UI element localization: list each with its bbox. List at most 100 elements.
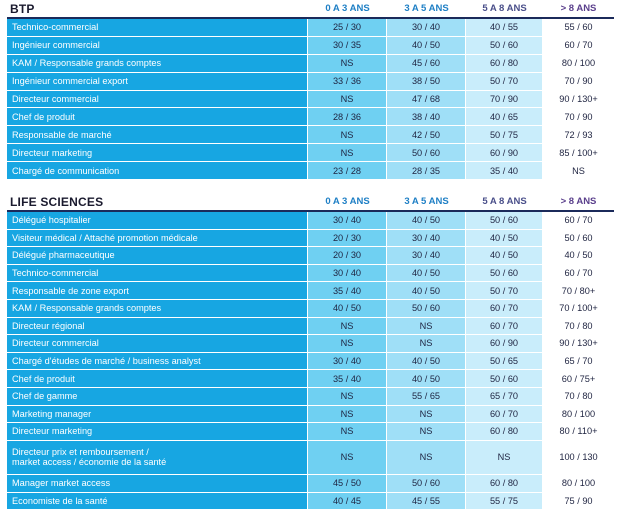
row-label: Visiteur médical / Attaché promotion méd… — [7, 230, 308, 247]
salary-cell: 40 / 50 — [387, 212, 466, 229]
salary-cell: 65 / 70 — [543, 353, 614, 370]
table-row: Directeur prix et remboursement / market… — [7, 441, 614, 475]
row-label: Chargé d'études de marché / business ana… — [7, 353, 308, 370]
salary-cell: 50 / 60 — [387, 144, 466, 161]
salary-cell: 47 / 68 — [387, 91, 466, 108]
salary-cell: NS — [466, 441, 543, 474]
salary-cell: 60 / 70 — [543, 265, 614, 282]
salary-cell: 50 / 60 — [466, 37, 543, 54]
salary-cell: 55 / 75 — [466, 493, 543, 510]
salary-cell: NS — [308, 318, 387, 335]
salary-cell: 30 / 40 — [308, 353, 387, 370]
salary-cell: 70 / 80 — [543, 388, 614, 405]
salary-cell: NS — [308, 423, 387, 440]
salary-cell: 80 / 100 — [543, 475, 614, 492]
salary-cell: 35 / 40 — [466, 162, 543, 179]
salary-cell: 60 / 70 — [543, 212, 614, 229]
salary-cell: 23 / 28 — [308, 162, 387, 179]
table-row: Chargé d'études de marché / business ana… — [7, 353, 614, 371]
salary-cell: 50 / 60 — [387, 475, 466, 492]
salary-cell: 90 / 130+ — [543, 91, 614, 108]
salary-cell: 40 / 50 — [466, 247, 543, 264]
salary-cell: 50 / 60 — [466, 370, 543, 387]
salary-cell: 40 / 50 — [387, 353, 466, 370]
salary-cell: 45 / 60 — [387, 55, 466, 72]
row-label: Technico-commercial — [7, 19, 308, 36]
salary-cell: NS — [308, 388, 387, 405]
salary-cell: 40 / 50 — [466, 230, 543, 247]
salary-cell: 40 / 50 — [387, 265, 466, 282]
salary-cell: NS — [308, 335, 387, 352]
row-label: Directeur commercial — [7, 335, 308, 352]
life-sciences-header: LIFE SCIENCES 0 A 3 ANS 3 A 5 ANS 5 A 8 … — [7, 194, 614, 210]
row-label: Ingénieur commercial export — [7, 73, 308, 90]
salary-cell: 90 / 130+ — [543, 335, 614, 352]
row-label: Technico-commercial — [7, 265, 308, 282]
table-row: Visiteur médical / Attaché promotion méd… — [7, 230, 614, 248]
salary-cell: 28 / 35 — [387, 162, 466, 179]
life-sciences-title: LIFE SCIENCES — [10, 195, 103, 209]
row-label: Responsable de marché — [7, 126, 308, 143]
salary-cell: 40 / 45 — [308, 493, 387, 510]
life-sciences-table: LIFE SCIENCES 0 A 3 ANS 3 A 5 ANS 5 A 8 … — [7, 194, 614, 510]
salary-cell: 33 / 36 — [308, 73, 387, 90]
salary-cell: 60 / 75+ — [543, 370, 614, 387]
salary-cell: 50 / 65 — [466, 353, 543, 370]
salary-cell: 100 / 130 — [543, 441, 614, 474]
salary-cell: 45 / 55 — [387, 493, 466, 510]
salary-cell: 60 / 80 — [466, 55, 543, 72]
row-label: Manager market access — [7, 475, 308, 492]
salary-cell: 80 / 110+ — [543, 423, 614, 440]
salary-cell: 70 / 90 — [466, 91, 543, 108]
row-label: Directeur prix et remboursement / market… — [7, 441, 308, 474]
salary-cell: 20 / 30 — [308, 230, 387, 247]
salary-cell: 70 / 80+ — [543, 282, 614, 299]
row-label: KAM / Responsable grands comptes — [7, 300, 308, 317]
salary-cell: 72 / 93 — [543, 126, 614, 143]
row-label: Ingénieur commercial — [7, 37, 308, 54]
salary-cell: NS — [387, 423, 466, 440]
salary-cell: 40 / 65 — [466, 108, 543, 125]
salary-cell: 60 / 90 — [466, 144, 543, 161]
salary-cell: 50 / 60 — [543, 230, 614, 247]
salary-cell: 42 / 50 — [387, 126, 466, 143]
salary-cell: NS — [387, 335, 466, 352]
salary-cell: 60 / 70 — [466, 406, 543, 423]
row-label: Marketing manager — [7, 406, 308, 423]
salary-cell: 40 / 50 — [387, 282, 466, 299]
salary-cell: 50 / 60 — [387, 300, 466, 317]
salary-cell: 30 / 40 — [387, 247, 466, 264]
ls-col-0-3: 0 A 3 ANS — [308, 196, 387, 207]
salary-cell: 50 / 75 — [466, 126, 543, 143]
salary-cell: 38 / 50 — [387, 73, 466, 90]
salary-cell: 30 / 40 — [308, 265, 387, 282]
salary-cell: 30 / 40 — [387, 230, 466, 247]
row-label: Directeur marketing — [7, 144, 308, 161]
row-label: Responsable de zone export — [7, 282, 308, 299]
row-label: Directeur marketing — [7, 423, 308, 440]
salary-cell: NS — [387, 406, 466, 423]
salary-cell: 40 / 50 — [308, 300, 387, 317]
btp-table: BTP 0 A 3 ANS 3 A 5 ANS 5 A 8 ANS > 8 AN… — [7, 1, 614, 180]
salary-cell: 35 / 40 — [308, 282, 387, 299]
ls-col-3-5: 3 A 5 ANS — [387, 196, 466, 207]
row-label: Directeur régional — [7, 318, 308, 335]
salary-cell: 60 / 80 — [466, 475, 543, 492]
salary-cell: 60 / 70 — [543, 37, 614, 54]
row-label: Economiste de la santé — [7, 493, 308, 510]
row-label: Chef de produit — [7, 108, 308, 125]
salary-cell: 38 / 40 — [387, 108, 466, 125]
